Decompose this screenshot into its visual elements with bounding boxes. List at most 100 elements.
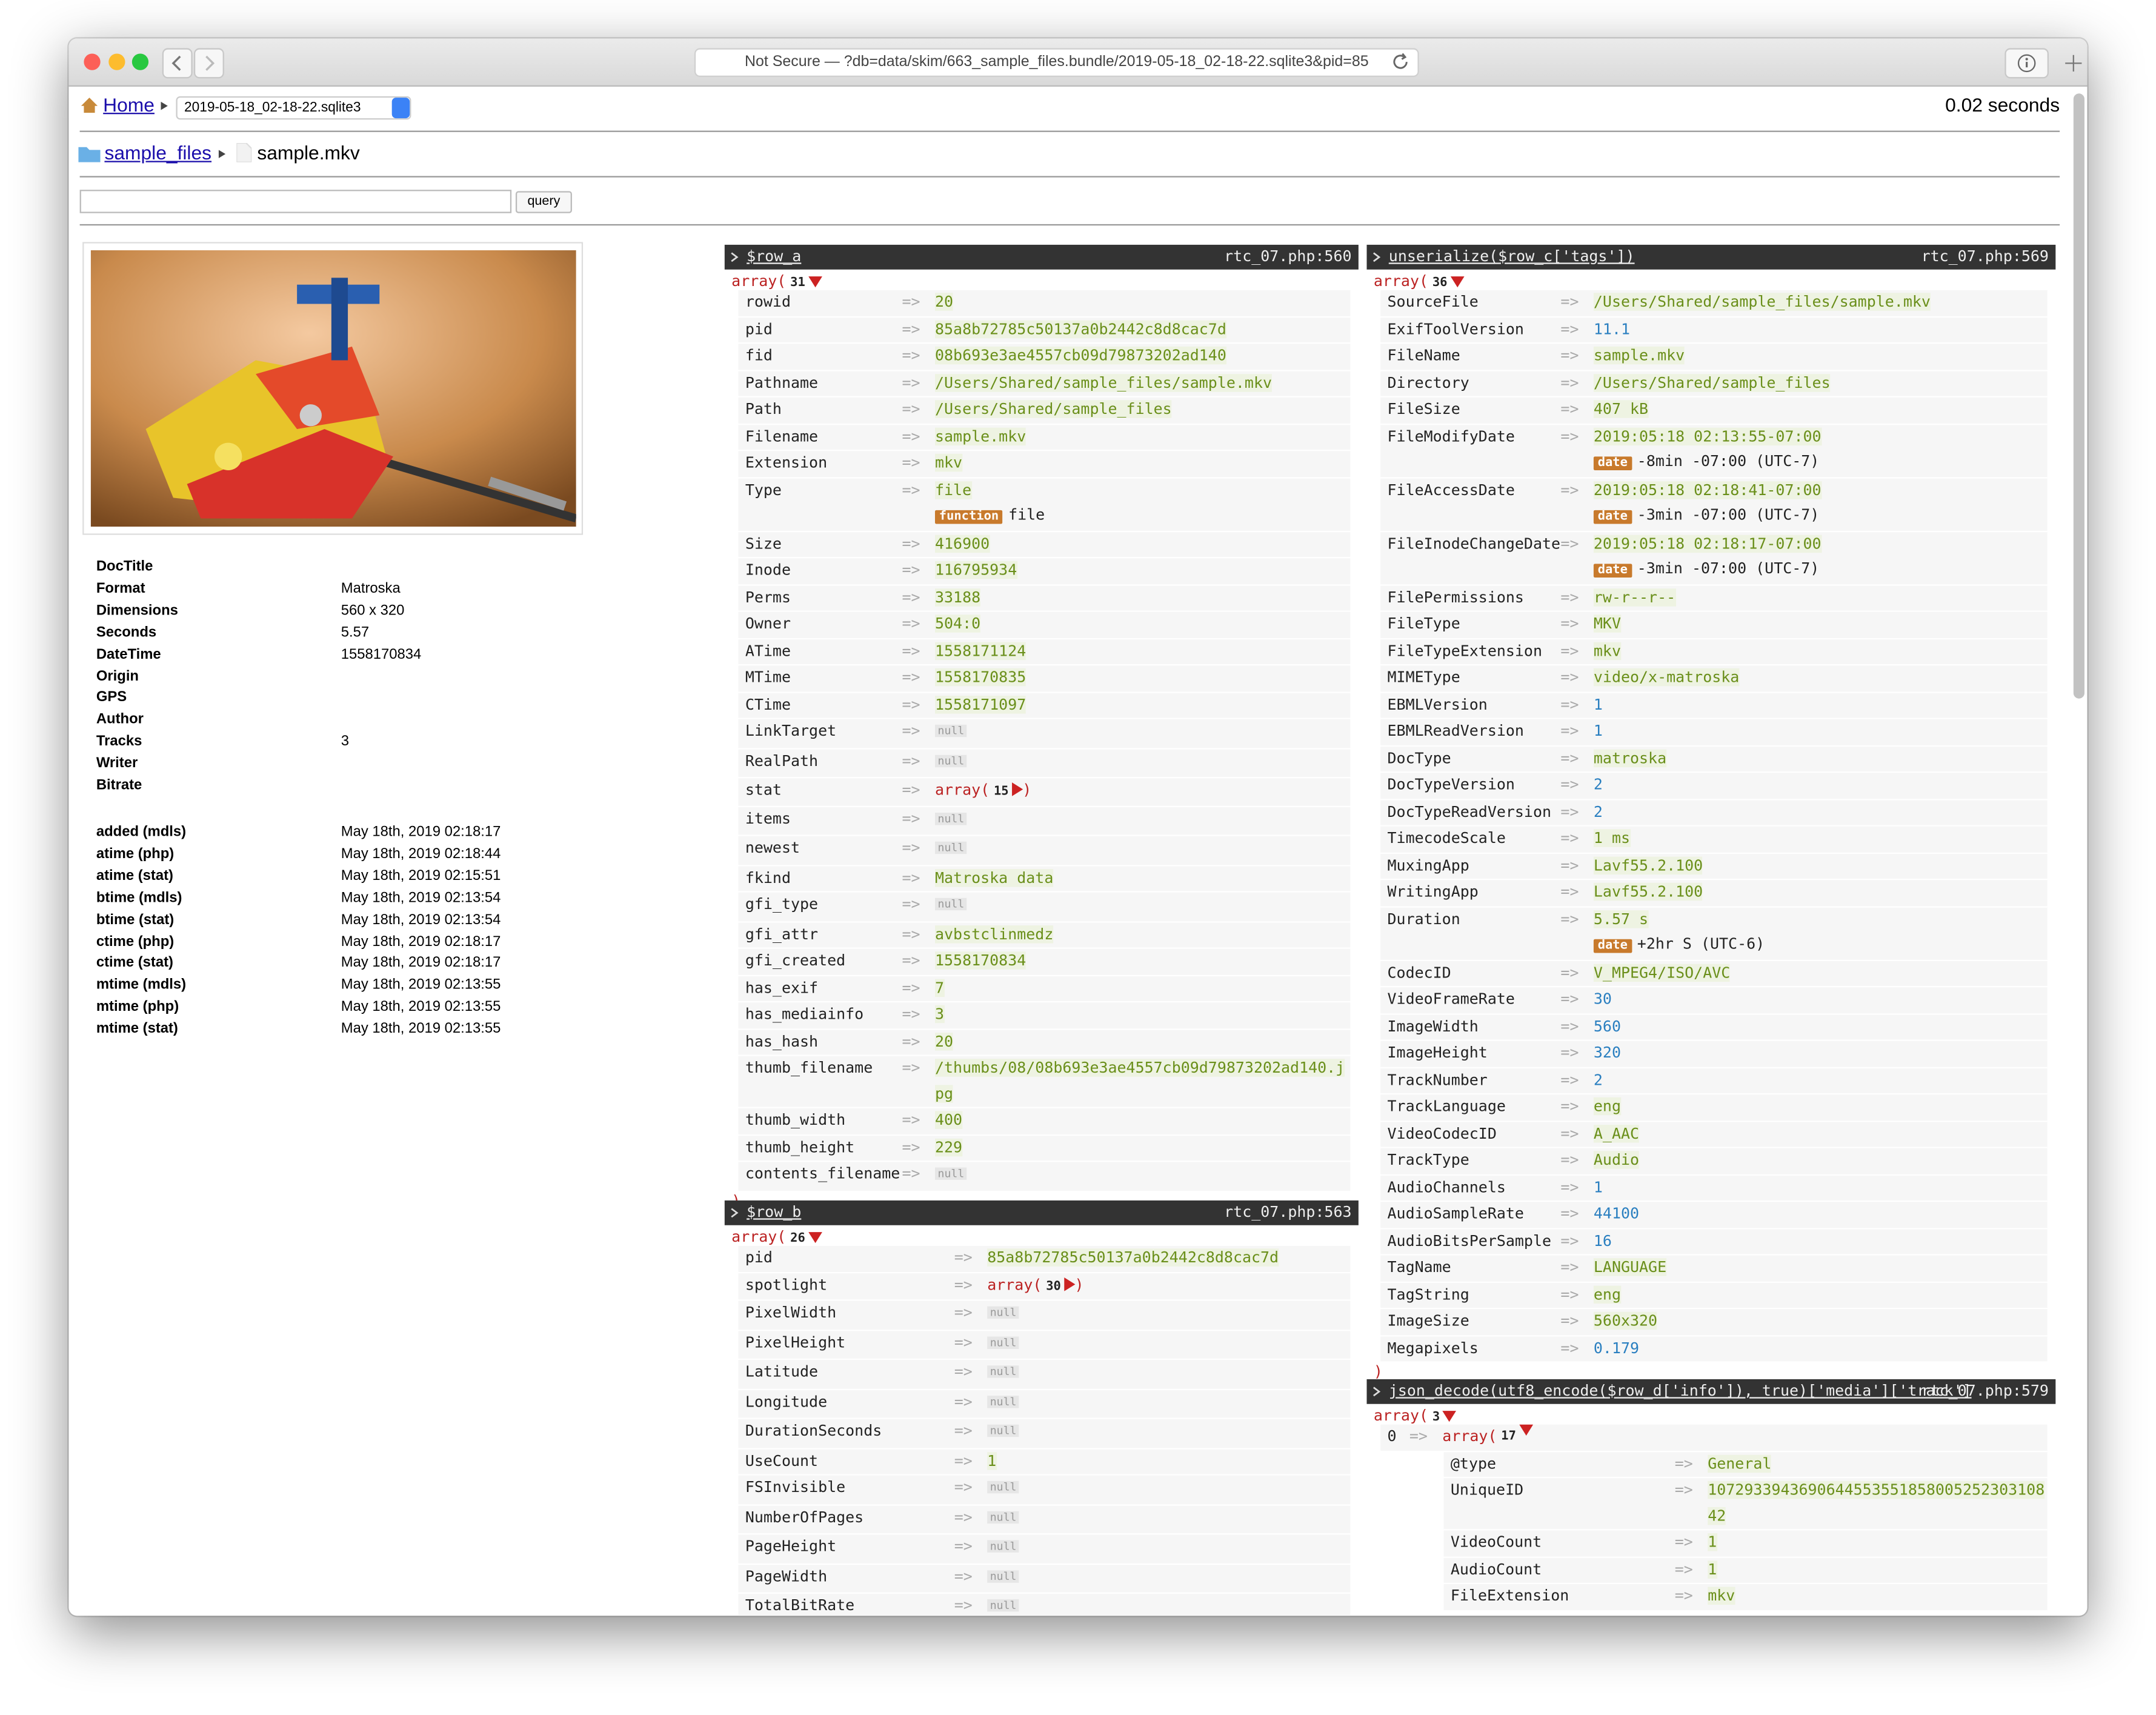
dump-value: null (987, 1390, 1350, 1418)
collapse-toggle (1063, 1276, 1075, 1291)
dump-key: NumberOfPages (745, 1508, 864, 1526)
dump-arrow: => (902, 400, 920, 418)
value: 2019:05:18 02:18:17-07:00 (1593, 534, 1822, 553)
dump-row: PageHeight => null (738, 1534, 1351, 1563)
value: mkv (934, 453, 963, 472)
value: 16 (1593, 1231, 1612, 1250)
db-select[interactable]: 2019-05-18_02-18-22.sqlite3 (176, 96, 411, 120)
panel-location: rtc_07.php:563 (1224, 1203, 1352, 1221)
dump-row: FileName => sample.mkv (1380, 344, 2048, 370)
dump-value: 3 (934, 1002, 1350, 1028)
dump-key: Longitude (745, 1392, 828, 1410)
expand-toggle (1519, 1424, 1533, 1436)
array-count: 31 (790, 276, 805, 290)
value: 416900 (934, 534, 990, 553)
dump-arrow: => (1560, 1016, 1579, 1035)
dump-value: 33188 (934, 585, 1350, 611)
dump-arrow: => (902, 868, 920, 887)
array-count: 3 (1432, 1411, 1440, 1425)
back-button[interactable] (162, 48, 193, 79)
field-label: mtime (stat) (96, 1021, 178, 1037)
chevron[interactable] (1372, 245, 1383, 270)
dump-value: null (934, 719, 1350, 748)
type-note: -3min -07:00 (UTC-7) (1637, 506, 1820, 524)
dump-row: has_exif => 7 (738, 975, 1351, 1001)
dump-arrow: => (902, 978, 920, 996)
dump-arrow: => (1560, 641, 1579, 660)
dump-row: TagName => LANGUAGE (1380, 1255, 2048, 1281)
close-button[interactable] (84, 53, 101, 70)
file-name: sample.mkv (257, 141, 360, 164)
field-value: 1558170834 (341, 645, 422, 662)
dump-row: FileAccessDate => 2019:05:18 02:18:41-07:0… (1380, 478, 2048, 530)
dump-arrow: => (1674, 1587, 1693, 1605)
dump-value: 20 (934, 1029, 1350, 1054)
dump-key: Pathname (745, 373, 819, 391)
dump-value: 107293394369064455355185800525230310842 (1708, 1478, 2047, 1529)
field-value: May 18th, 2019 02:18:17 (341, 824, 501, 841)
dump-key: stat (745, 781, 782, 799)
table-row: btime (stat) May 18th, 2019 02:13:54 (96, 910, 501, 931)
home-icon (81, 98, 98, 113)
table-row: ctime (php) May 18th, 2019 02:18:17 (96, 931, 501, 953)
scrollbar[interactable] (2073, 93, 2084, 699)
type-tag: date (1593, 456, 1632, 471)
info-button[interactable] (2005, 48, 2049, 79)
forward-button[interactable] (193, 48, 224, 79)
dump-key: TrackType (1387, 1151, 1469, 1169)
separator (218, 150, 226, 158)
query-input[interactable] (79, 190, 512, 213)
chevron[interactable] (730, 1200, 741, 1225)
folder-link[interactable]: sample_files (104, 141, 212, 164)
dump-arrow: => (902, 346, 920, 365)
address-bar[interactable]: Not Secure — ?db=data/skim/663_sample_fi… (694, 48, 1419, 78)
null-badge: null (987, 1599, 1020, 1612)
value: 560x320 (1593, 1311, 1658, 1330)
value: eng (1593, 1097, 1621, 1116)
home-link[interactable]: Home (103, 93, 155, 116)
dump-value: MKV (1593, 612, 2048, 638)
dump-arrow: => (902, 722, 920, 740)
dump-arrow: => (1560, 1124, 1579, 1142)
value: 1 (1593, 1177, 1603, 1196)
value: sample.mkv (934, 427, 1026, 445)
dump-key: PixelHeight (745, 1333, 846, 1351)
dump-row: thumb_width => 400 (738, 1108, 1351, 1134)
dump-row: WritingApp => Lavf55.2.100 (1380, 880, 2048, 906)
new-tab-button[interactable] (2060, 50, 2087, 77)
minimize-button[interactable] (108, 53, 125, 70)
value: /thumbs/08/08b693e3ae4557cb09d79873202ad… (934, 1059, 1345, 1102)
chevron[interactable] (1372, 1379, 1383, 1404)
dump-value: null (934, 893, 1350, 921)
dump-arrow: => (1560, 293, 1579, 311)
dump-key: MIMEType (1387, 668, 1460, 687)
dump-key: VideoCodecID (1387, 1124, 1497, 1142)
array-count: 36 (1432, 276, 1448, 290)
dump-value: null (987, 1301, 1350, 1330)
zoom-button[interactable] (131, 53, 149, 70)
dump-key: FileAccessDate (1387, 481, 1515, 499)
query-button[interactable]: query (515, 191, 572, 213)
value: mkv (1593, 641, 1621, 660)
dump-arrow: => (1674, 1533, 1693, 1551)
value: 407 kB (1593, 400, 1649, 418)
value: 2 (1593, 775, 1603, 794)
null-badge: null (987, 1570, 1020, 1582)
null-badge: null (934, 841, 967, 854)
dump-key: PageHeight (745, 1537, 837, 1556)
dump-key: FilePermissions (1387, 588, 1524, 606)
expand-toggle (1449, 276, 1464, 288)
divider (79, 224, 2060, 226)
dump-arrow: => (902, 1164, 920, 1183)
reload-button[interactable] (1391, 51, 1411, 73)
value: 5.57 s (1593, 910, 1649, 928)
dump-arrow: => (1560, 1044, 1579, 1062)
divider (79, 130, 2060, 132)
chevron[interactable] (730, 245, 741, 270)
null-badge: null (987, 1480, 1020, 1494)
dump-key: TimecodeScale (1387, 829, 1506, 847)
dump-arrow: => (1560, 882, 1579, 901)
file-icon (236, 142, 252, 162)
dump-value: 20 (934, 290, 1350, 316)
dump-value: eng (1593, 1282, 2048, 1308)
